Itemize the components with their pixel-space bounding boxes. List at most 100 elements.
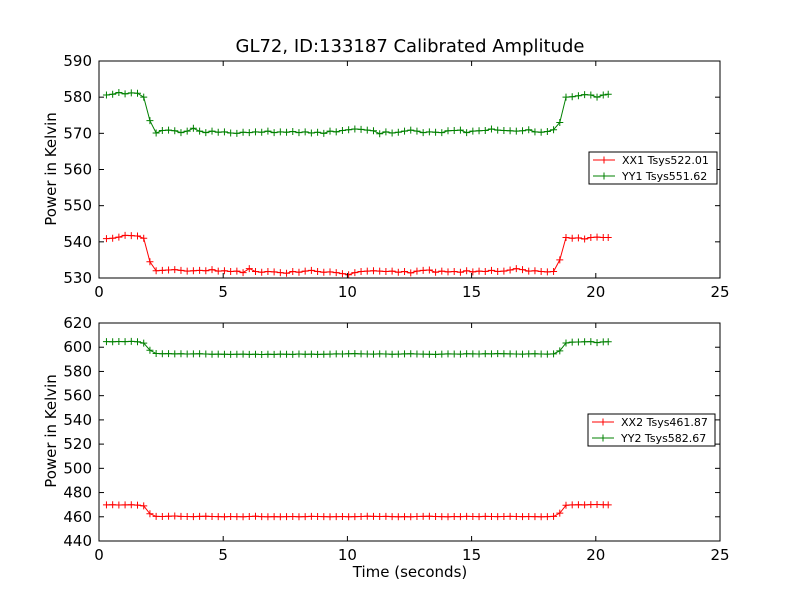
data-point xyxy=(587,501,595,509)
data-point xyxy=(183,267,191,275)
data-point xyxy=(382,350,390,358)
data-point xyxy=(494,350,502,358)
data-point xyxy=(171,127,179,135)
data-point xyxy=(227,350,235,358)
x-tick-label: 0 xyxy=(94,546,104,564)
data-point xyxy=(140,234,148,242)
data-point xyxy=(202,350,210,358)
data-point xyxy=(196,127,204,135)
data-point xyxy=(463,350,471,358)
data-point xyxy=(283,513,291,521)
data-point xyxy=(531,513,539,521)
data-point xyxy=(227,129,235,137)
data-point xyxy=(475,127,483,135)
data-point xyxy=(574,234,582,242)
data-point xyxy=(270,129,278,137)
data-point xyxy=(258,268,266,276)
data-point xyxy=(109,501,117,509)
data-point xyxy=(456,126,464,134)
data-point xyxy=(127,89,135,97)
data-point xyxy=(581,235,589,243)
data-point xyxy=(245,129,253,137)
data-point xyxy=(227,513,235,521)
data-point xyxy=(270,513,278,521)
data-point xyxy=(469,127,477,135)
data-point xyxy=(394,268,402,276)
data-point xyxy=(233,129,241,137)
y-tick-label: 590 xyxy=(63,52,92,70)
data-point xyxy=(463,129,471,137)
data-point xyxy=(537,350,545,358)
data-point xyxy=(202,512,210,520)
data-point xyxy=(550,512,558,520)
data-point xyxy=(146,258,154,266)
data-point xyxy=(146,346,154,354)
data-point xyxy=(121,231,129,239)
data-point xyxy=(357,350,365,358)
data-point xyxy=(102,235,110,243)
data-point xyxy=(171,266,179,274)
data-point xyxy=(543,128,551,136)
data-point xyxy=(506,127,514,135)
data-point xyxy=(525,267,533,275)
data-point xyxy=(556,347,564,355)
data-point xyxy=(444,513,452,521)
data-point xyxy=(332,128,340,136)
data-point xyxy=(425,128,433,136)
data-point xyxy=(413,127,421,135)
data-point xyxy=(258,513,266,521)
data-point xyxy=(469,513,477,521)
data-point xyxy=(369,350,377,358)
data-point xyxy=(531,350,539,358)
data-point xyxy=(208,266,216,274)
data-point xyxy=(500,513,508,521)
y-tick-label: 570 xyxy=(63,124,92,142)
data-point xyxy=(562,233,570,241)
x-tick-label: 0 xyxy=(94,283,104,301)
data-point xyxy=(351,513,359,521)
data-point xyxy=(332,513,340,521)
x-tick-label: 10 xyxy=(338,546,357,564)
data-point xyxy=(604,233,612,241)
data-point xyxy=(550,350,558,358)
data-point xyxy=(177,129,185,137)
y-tick-label: 560 xyxy=(63,387,92,405)
y-tick-label: 600 xyxy=(63,338,92,356)
data-point xyxy=(301,350,309,358)
data-point xyxy=(376,513,384,521)
data-point xyxy=(177,512,185,520)
data-point xyxy=(245,265,253,273)
data-point xyxy=(531,267,539,275)
data-point xyxy=(326,268,334,276)
data-point xyxy=(382,512,390,520)
data-point xyxy=(109,90,117,98)
data-point xyxy=(251,350,259,358)
data-point xyxy=(258,128,266,136)
data-point xyxy=(276,128,284,136)
data-point xyxy=(152,267,160,275)
data-point xyxy=(165,126,173,134)
y-tick-label: 620 xyxy=(63,314,92,332)
data-point xyxy=(363,126,371,134)
legend xyxy=(588,151,718,185)
data-point xyxy=(357,267,365,275)
data-point xyxy=(463,512,471,520)
y-tick-label: 440 xyxy=(63,532,92,550)
data-point xyxy=(438,513,446,521)
data-point xyxy=(127,232,135,240)
data-point xyxy=(270,268,278,276)
data-point xyxy=(326,513,334,521)
data-point xyxy=(251,128,259,136)
data-point xyxy=(512,265,520,273)
data-point xyxy=(574,92,582,100)
data-point xyxy=(115,338,123,346)
data-point xyxy=(276,513,284,521)
data-point xyxy=(270,350,278,358)
data-point xyxy=(233,350,241,358)
data-point xyxy=(444,268,452,276)
data-point xyxy=(251,267,259,275)
data-point xyxy=(574,338,582,346)
top-y-axis-label: Power in Kelvin xyxy=(42,112,60,226)
data-point xyxy=(604,501,612,509)
data-point xyxy=(357,125,365,133)
